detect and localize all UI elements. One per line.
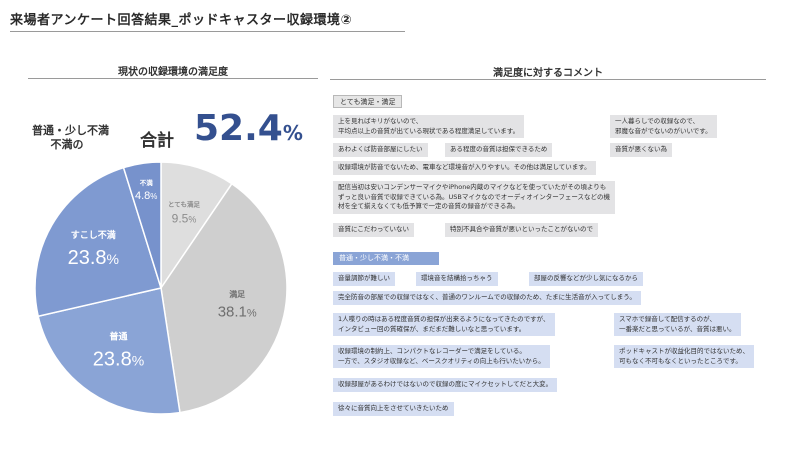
comment-line: ずっと良い音質で収録できている為。USBマイクなのでオーディオインターフェースな… <box>338 192 611 201</box>
comment-line: 特別不具合や音質が悪いといったことがないので <box>450 225 593 233</box>
comment-line: 邪魔な音がでないのがいいです。 <box>615 126 712 135</box>
comment-line: スマホで録音して配信するのが、 <box>619 315 716 323</box>
comment-line: 1人喋りの時はある程度音質の担保が出来るようになってきたのですが、 <box>338 315 550 323</box>
comment-line: 環境音を結構拾っちゃう <box>421 274 493 282</box>
comment-line: 一番楽だと思っているが、音質は悪い。 <box>619 324 736 333</box>
comment-box: 配信当初は安いコンデンサーマイクやiPhone内蔵のマイクなどを使っていたがその… <box>333 181 616 214</box>
comment-line: 一方で、スタジオ収録など、ベースクオリティの向上も行いたいから。 <box>338 356 545 365</box>
comment-line: 上を見ればキリがないので、 <box>338 117 423 125</box>
comment-line: 収録部屋があるわけではないので収録の度にマイクセットしてだと大変。 <box>338 380 553 388</box>
comment-line: 収録環境が防音でないため、電車など環境音が入りやすい。その他は満足しています。 <box>338 163 591 171</box>
pie-slice-label: 満足 <box>229 289 246 299</box>
pie-slice <box>37 287 181 415</box>
pie-slice-label: 普通 <box>109 331 127 342</box>
summary-percentage-value: 52.4 <box>194 108 283 149</box>
pie-slice-value: 38.1% <box>218 304 257 321</box>
pie-slice-value: 23.8% <box>68 247 119 269</box>
summary-percentage: 52.4% <box>194 108 303 149</box>
comment-box: ある程度の音質は担保できるため <box>445 143 553 157</box>
comment-line: 音質が悪くない為 <box>615 145 667 153</box>
comment-line: 一人暮らしでの収録なので、 <box>615 117 700 125</box>
comment-line: 完全防音の部屋での収録ではなく、普通のワンルームでの収録のため、たまに生活音が入… <box>338 293 636 301</box>
comment-line: 平均点以上の音質が出ている現状である程度満足しています。 <box>338 126 520 135</box>
positive-category-header: とても満足・満足 <box>333 95 403 108</box>
pie-slice-value: 23.8% <box>93 349 144 371</box>
comment-line: 材を全て揃えなくても低予算で一定の音質の録音ができる為。 <box>338 202 520 210</box>
comment-box: 収録部屋があるわけではないので収録の度にマイクセットしてだと大変。 <box>333 378 558 392</box>
comment-box: 徐々に音質向上をさせていきたいため <box>333 402 454 416</box>
comment-box: 収録環境の制約上、コンパクトなレコーダーで満足をしている。 一方で、スタジオ収録な… <box>333 345 550 368</box>
comment-line: 部屋の反響などが少し気になるから <box>534 274 638 282</box>
comment-line: 音量調節が難しい <box>338 274 390 282</box>
comment-box: 収録環境が防音でないため、電車など環境音が入りやすい。その他は満足しています。 <box>333 161 596 175</box>
comment-box: 音質が悪くない為 <box>610 143 672 157</box>
comment-box: 部屋の反響などが少し気になるから <box>529 272 643 286</box>
comment-box: 特別不具合や音質が悪いといったことがないので <box>445 223 598 237</box>
pie-slice-value: 4.8% <box>135 190 157 202</box>
comment-line: インタビュー回の質確保が、まだまだ難しいなと思っています。 <box>338 324 526 333</box>
comment-box: 音質にこだわっていない <box>333 223 415 237</box>
comment-box: あわよくば防音部屋にしたい <box>333 143 428 157</box>
comment-line: 配信当初は安いコンデンサーマイクやiPhone内蔵のマイクなどを使っていたがその… <box>338 183 607 191</box>
right-section-divider <box>330 79 766 80</box>
summary-percentage-unit: % <box>282 121 303 145</box>
title-divider <box>10 31 405 32</box>
pie-slice-label: すこし不満 <box>71 229 116 240</box>
negative-category-header: 普通・少し不満・不満 <box>333 252 439 265</box>
pie-slice <box>160 182 288 414</box>
page-title: 来場者アンケート回答結果_ポッドキャスター収録環境② <box>10 13 352 28</box>
comment-box: 環境音を結構拾っちゃう <box>416 272 498 286</box>
comment-box: 音量調節が難しい <box>333 272 395 286</box>
comment-line: あわよくば防音部屋にしたい <box>338 145 423 153</box>
comment-line: 音質にこだわっていない <box>338 225 410 233</box>
pie-slice <box>160 161 233 291</box>
comment-line: ポッドキャストが収益化目的ではないため、 <box>619 347 749 355</box>
comment-box: 完全防音の部屋での収録ではなく、普通のワンルームでの収録のため、たまに生活音が入… <box>333 291 641 305</box>
right-section-heading: 満足度に対するコメント <box>493 68 603 79</box>
comment-line: 収録環境の制約上、コンパクトなレコーダーで満足をしている。 <box>338 347 526 355</box>
comment-box: 1人喋りの時はある程度音質の担保が出来るようになってきたのですが、 インタビュー回… <box>333 313 555 336</box>
left-section-heading: 現状の収録環境の満足度 <box>118 67 228 78</box>
pie-slice-label: 不満 <box>140 178 154 187</box>
pie-slice-label: とても満足 <box>168 200 200 209</box>
pie-slice <box>34 166 162 318</box>
summary-label-line1: 普通・少し不満 <box>32 124 109 137</box>
comment-line: 可もなく不可もなくといったところです。 <box>619 356 742 365</box>
pie-slice <box>122 161 162 289</box>
comment-box: ポッドキャストが収益化目的ではないため、 可もなく不可もなくといったところです。 <box>614 345 754 368</box>
comment-box: 上を見ればキリがないので、 平均点以上の音質が出ている現状である程度満足しています… <box>333 115 525 138</box>
summary-total-label: 合計 <box>140 131 174 151</box>
comment-line: 徐々に音質向上をさせていきたいため <box>338 404 449 412</box>
pie-slice-value: 9.5% <box>172 211 197 225</box>
comment-line: ある程度の音質は担保できるため <box>450 145 548 153</box>
left-section-divider <box>28 78 318 79</box>
comment-box: スマホで録音して配信するのが、 一番楽だと思っているが、音質は悪い。 <box>614 313 741 336</box>
comment-box: 一人暮らしでの収録なので、 邪魔な音がでないのがいいです。 <box>610 115 717 138</box>
summary-label-line2: 不満の <box>50 138 84 151</box>
